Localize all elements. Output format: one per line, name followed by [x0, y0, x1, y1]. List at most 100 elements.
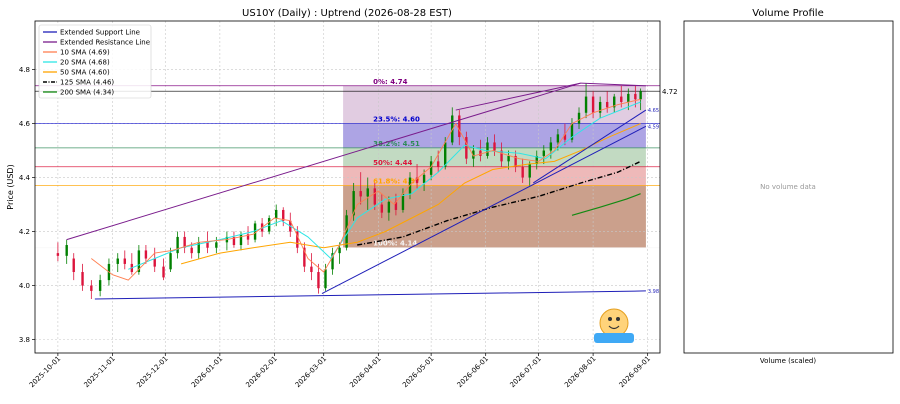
candle-body	[345, 215, 348, 248]
y-axis-label: Price (USD)	[6, 164, 15, 209]
price-plot-area: 0%: 4.74 23.5%: 4.60 38.2%: 4.51 50%: 4.44 6…	[19, 20, 678, 389]
volume-x-label: Volume (scaled)	[760, 357, 816, 365]
fib-level-label-5: 100%: 4.14	[373, 240, 417, 248]
candle-body	[380, 204, 384, 213]
candle-body	[507, 155, 510, 162]
candle-body	[458, 115, 461, 138]
y-tick-label: 4.4	[19, 174, 31, 182]
rivine-logo	[594, 308, 634, 343]
candle-body	[169, 253, 172, 270]
x-tick-label: 2025-10-01	[28, 355, 62, 389]
candle-body	[514, 155, 517, 167]
y-tick-label: 3.8	[19, 336, 30, 344]
legend-box	[38, 24, 152, 99]
candle-body	[81, 272, 84, 286]
candle-body	[267, 218, 271, 232]
x-tick-label: 2025-12-01	[135, 355, 169, 389]
fib-level-label-3: 50%: 4.44	[373, 159, 412, 167]
candle-body	[282, 209, 285, 221]
candle-body	[436, 161, 440, 167]
candle-body	[639, 91, 642, 100]
x-tick-label: 2026-03-01	[294, 355, 328, 389]
volume-plot-area	[683, 20, 894, 354]
fib-zone-3	[343, 166, 646, 186]
candle-body	[535, 155, 538, 165]
legend-label-6: 200 SMA (4.34)	[60, 89, 114, 97]
candle-body	[528, 164, 531, 178]
candle-body	[422, 174, 426, 183]
support-line-0	[94, 290, 646, 300]
candle-body	[352, 191, 355, 216]
candle-body	[620, 96, 623, 102]
candle-body	[444, 142, 447, 167]
fib-zone-2	[343, 147, 646, 167]
candle-body	[465, 137, 468, 159]
fib-level-label-4: 61.8%: 4.37	[373, 178, 420, 186]
volume-title: Volume Profile	[752, 8, 823, 19]
x-tick-label: 2026-05-01	[401, 355, 435, 389]
current-price-label: 4.72	[662, 88, 678, 96]
candle-body	[591, 96, 595, 113]
support-line-2	[532, 109, 647, 184]
candle-body	[56, 253, 60, 256]
fib-level-label-2: 38.2%: 4.51	[373, 140, 420, 148]
resistance-line-0	[66, 82, 581, 241]
candle-body	[556, 134, 560, 143]
candle-body	[116, 258, 119, 264]
fib-zone-0	[343, 85, 646, 124]
legend-label-0: Extended Support Line	[60, 29, 140, 37]
sma-20-line	[128, 101, 641, 270]
legend-label-4: 50 SMA (4.60)	[60, 69, 110, 77]
candle-body	[253, 223, 257, 240]
x-tick-label: 2025-11-01	[82, 355, 116, 389]
x-tick-label: 2026-06-01	[456, 355, 490, 389]
candle-body	[577, 112, 581, 124]
candle-body	[479, 150, 482, 156]
fib-zone-4	[343, 185, 646, 248]
chart-title: US10Y (Daily) : Uptrend (2026-08-28 EST)	[242, 8, 452, 19]
candle-body	[232, 236, 236, 246]
candle-body	[65, 245, 68, 256]
no-volume-message: No volume data	[760, 183, 816, 191]
candle-body	[239, 234, 243, 246]
legend-label-1: Extended Resistance Line	[60, 39, 150, 47]
candle-body	[331, 253, 334, 270]
y-tick-label: 4.8	[19, 66, 30, 74]
candle-body	[206, 242, 209, 248]
candle-body	[246, 234, 250, 240]
candle-body	[542, 150, 546, 156]
candle-body	[394, 201, 398, 210]
candle-body	[197, 242, 200, 254]
candle-body	[472, 150, 475, 159]
candle-body	[72, 258, 75, 273]
x-tick-label: 2026-09-01	[618, 355, 652, 389]
resistance-line-1	[455, 82, 581, 111]
x-tick-label: 2026-01-01	[190, 355, 224, 389]
candle-body	[493, 142, 496, 151]
candle-body	[176, 236, 179, 254]
resistance-line-2	[580, 82, 646, 87]
support-line-1	[321, 125, 647, 295]
x-tick-label: 2026-02-01	[244, 355, 278, 389]
support-line-label-1: 4.59	[648, 124, 659, 130]
legend-label-5: 125 SMA (4.46)	[60, 79, 114, 87]
legend-label-2: 10 SMA (4.69)	[60, 49, 110, 57]
candle-body	[144, 250, 148, 259]
candle-body	[137, 250, 141, 273]
candle-body	[627, 93, 630, 102]
sma-10-line	[91, 98, 641, 281]
candle-body	[317, 272, 320, 289]
candle-body	[123, 258, 126, 264]
candle-body	[521, 166, 524, 178]
candle-body	[162, 266, 165, 278]
candle-body	[584, 96, 588, 113]
sma-125-line	[357, 160, 641, 246]
candle-body	[401, 193, 405, 210]
y-tick-label: 4.6	[19, 120, 31, 128]
candle-body	[215, 242, 218, 248]
candle-body	[366, 188, 369, 197]
candle-body	[613, 96, 616, 108]
support-line-label-2: 4.65	[648, 108, 659, 114]
